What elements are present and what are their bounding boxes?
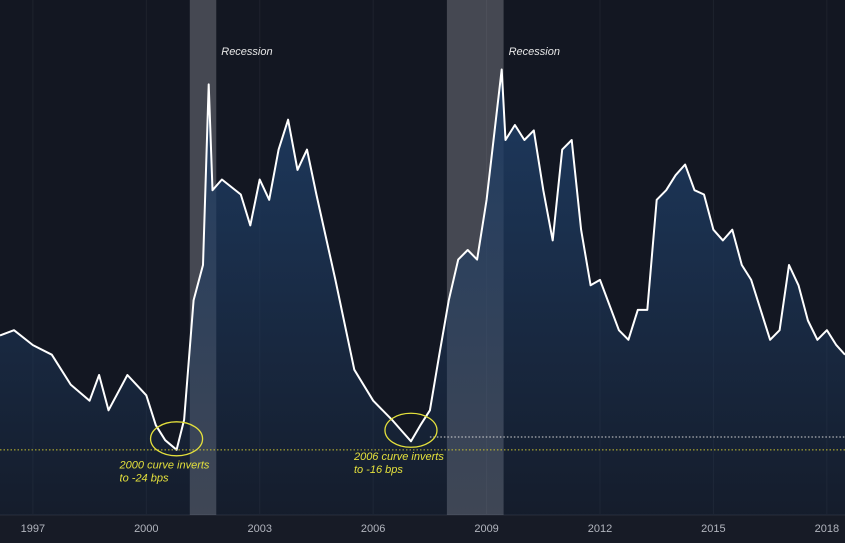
x-tick-label: 2012: [588, 523, 612, 535]
x-tick-label: 2009: [474, 523, 498, 535]
annotation-ellipse: [384, 412, 438, 448]
annotation-text: to -24 bps: [120, 473, 169, 485]
x-tick-label: 2018: [815, 523, 839, 535]
x-tick-label: 2006: [361, 523, 385, 535]
annotation-text: 2006 curve inverts: [353, 451, 444, 463]
recession-label: Recession: [509, 46, 560, 58]
x-tick-label: 2015: [701, 523, 725, 535]
annotation-text: to -16 bps: [354, 464, 403, 476]
x-tick-label: 1997: [21, 523, 45, 535]
line: [0, 68, 845, 451]
recession-label: Recession: [221, 46, 272, 58]
x-axis-area: [0, 515, 845, 543]
x-tick-label: 2000: [134, 523, 158, 535]
annotation-ellipse: [149, 421, 204, 457]
annotation-text: 2000 curve inverts: [119, 460, 210, 472]
x-tick-label: 2003: [247, 523, 271, 535]
